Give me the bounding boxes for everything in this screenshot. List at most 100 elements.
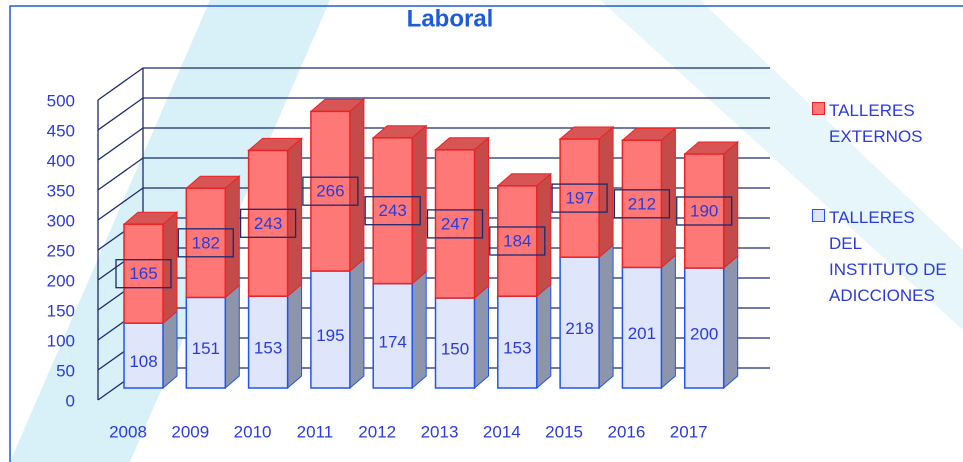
value-label-box [364, 196, 421, 226]
bar-side [162, 310, 178, 390]
bar-side [411, 270, 427, 390]
bar [683, 267, 725, 389]
x-tick-label: 2016 [607, 422, 645, 441]
x-tick-label: 2013 [421, 422, 459, 441]
bar [683, 153, 725, 269]
value-label: 182 [192, 233, 220, 252]
bar [372, 282, 413, 389]
bar [185, 296, 227, 389]
bar [247, 149, 289, 297]
value-label: 247 [441, 214, 469, 233]
value-label: 218 [565, 319, 593, 338]
value-label: 200 [690, 324, 718, 343]
value-label-box [115, 259, 172, 289]
bar-side [411, 124, 427, 285]
legend-swatch [812, 209, 825, 222]
bar-side [287, 283, 303, 390]
value-label: 190 [690, 201, 718, 220]
bar [559, 138, 600, 258]
y-tick-label: 200 [47, 271, 75, 290]
legend-swatch [812, 102, 825, 115]
bar-side [598, 125, 614, 259]
x-tick-label: 2014 [483, 422, 521, 441]
x-tick-label: 2015 [545, 422, 583, 441]
bar-side [224, 175, 240, 299]
value-label-box [426, 209, 484, 239]
value-label: 195 [316, 326, 344, 345]
bar [621, 139, 663, 269]
value-label: 243 [254, 214, 282, 233]
x-tick-label: 2017 [670, 422, 708, 441]
bar [434, 297, 476, 389]
chart-title: Laboral [407, 5, 494, 32]
bar-side [349, 98, 365, 273]
x-tick-label: 2011 [297, 422, 334, 441]
bar [497, 185, 538, 297]
value-label: 150 [441, 339, 469, 358]
legend-label: TALLERES EXTERNOS [829, 101, 923, 146]
y-tick-label: 100 [47, 331, 75, 350]
y-tick-label: 500 [47, 91, 75, 110]
value-label: 153 [503, 339, 531, 358]
bar [621, 266, 663, 389]
value-label: 212 [628, 194, 656, 213]
bar-side [162, 211, 178, 325]
legend-item: TALLERES DEL INSTITUTO DE ADICCIONES [812, 205, 962, 309]
x-tick-label: 2010 [234, 422, 272, 441]
bar-side [723, 254, 739, 390]
value-label-box [551, 183, 608, 213]
legend-label: TALLERES DEL INSTITUTO DE ADICCIONES [829, 208, 947, 305]
y-tick-label: 0 [66, 391, 75, 410]
value-label-box [613, 189, 671, 219]
value-label: 153 [254, 339, 282, 358]
legend-item: TALLERES EXTERNOS [812, 98, 962, 150]
x-tick-label: 2012 [358, 422, 396, 441]
y-tick-label: 250 [47, 241, 75, 260]
value-label: 266 [316, 182, 344, 201]
value-label-box [239, 208, 297, 238]
bar-side [598, 244, 614, 390]
value-label-box [302, 176, 359, 206]
bar-side [474, 284, 489, 390]
value-label: 184 [503, 231, 531, 250]
y-tick-label: 50 [56, 361, 75, 380]
bar-side [474, 136, 489, 300]
bar [559, 256, 600, 389]
value-label-box [489, 226, 546, 256]
bar [310, 110, 351, 272]
decor-stripe [600, 0, 963, 330]
bar-side [287, 137, 303, 298]
bar [372, 137, 413, 285]
bar [123, 322, 164, 389]
value-label: 174 [379, 332, 407, 351]
bar [123, 223, 164, 324]
value-label: 201 [628, 324, 656, 343]
y-tick-label: 400 [47, 151, 75, 170]
bar-side [660, 254, 676, 390]
bar-side [723, 140, 739, 270]
bar [497, 295, 538, 389]
value-label: 197 [565, 189, 593, 208]
value-label: 151 [192, 339, 220, 358]
bar [310, 270, 351, 389]
bar [434, 149, 476, 299]
value-label: 243 [379, 201, 407, 220]
value-label-box [676, 196, 733, 226]
bar-side [349, 257, 365, 390]
y-tick-label: 150 [47, 301, 75, 320]
y-tick-label: 450 [47, 121, 75, 140]
y-tick-label: 350 [47, 181, 75, 200]
value-label-box [177, 228, 234, 258]
value-label: 108 [129, 352, 157, 371]
bar-side [536, 172, 552, 298]
y-tick-label: 300 [47, 211, 75, 230]
x-tick-label: 2009 [171, 422, 209, 441]
bar-side [224, 284, 240, 390]
value-label: 165 [129, 264, 157, 283]
bar-side [660, 127, 676, 269]
chart-border [9, 5, 963, 462]
x-tick-label: 2008 [109, 422, 147, 441]
bar-side [536, 283, 552, 390]
